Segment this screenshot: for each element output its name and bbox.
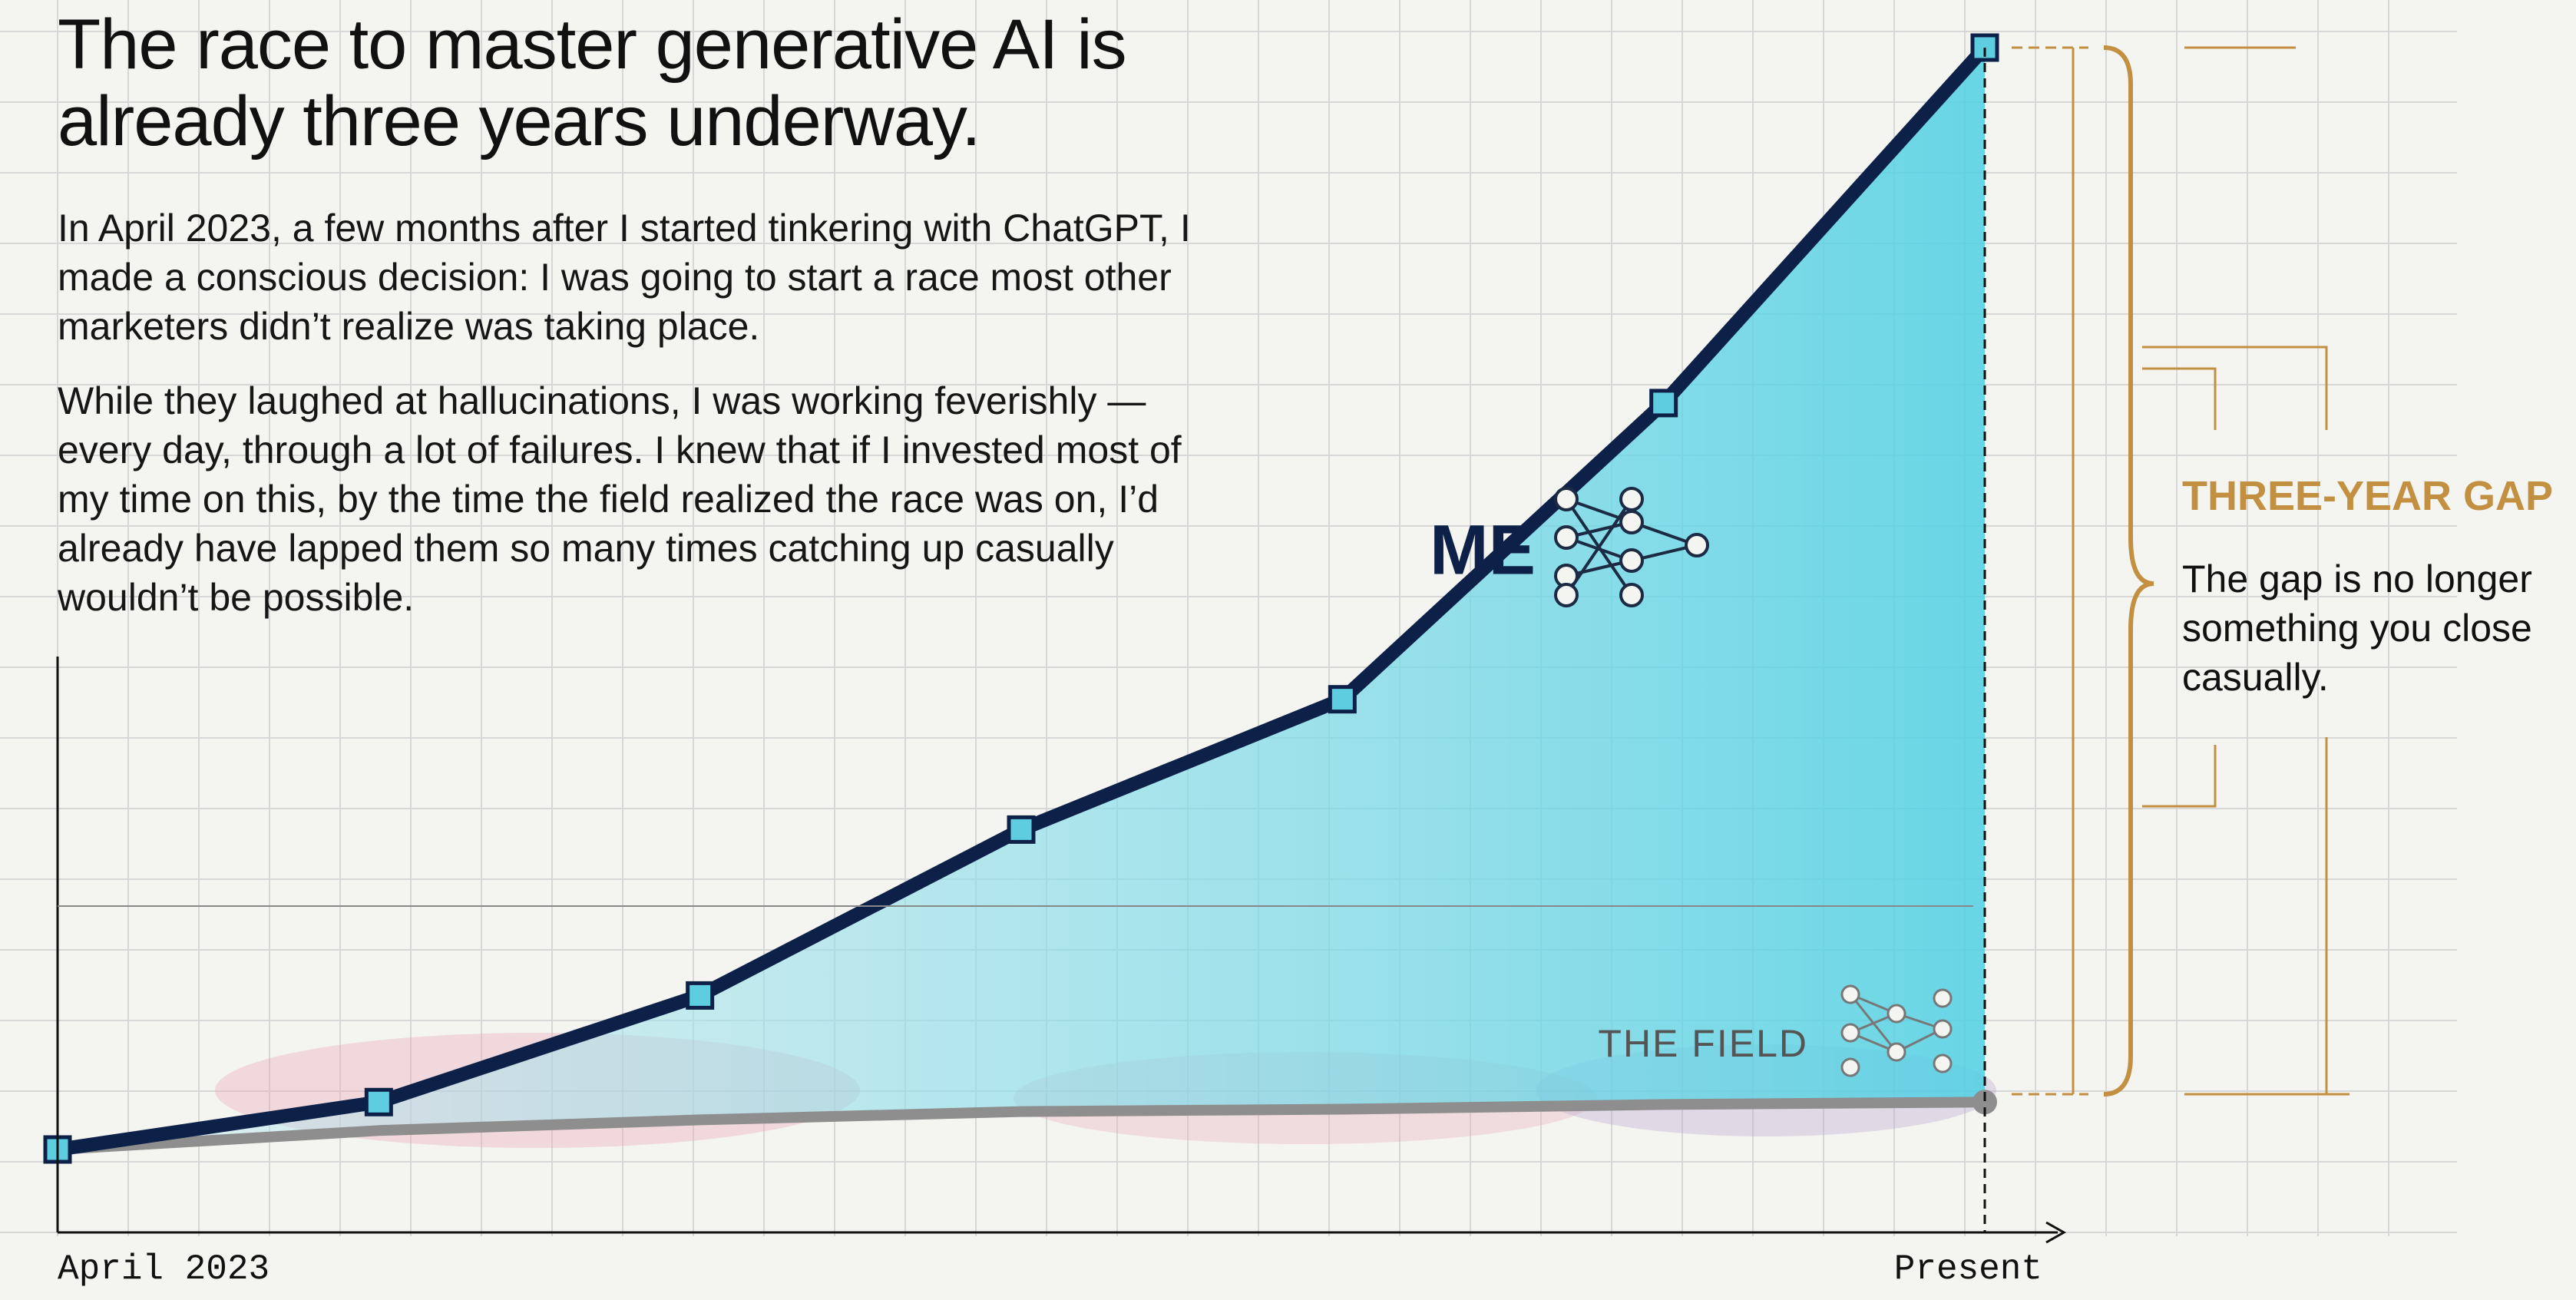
point-marker: [366, 1090, 391, 1114]
paragraph: While they laughed at hallucinations, I …: [58, 376, 1240, 622]
field-label: THE FIELD: [1598, 1022, 1808, 1065]
point-marker: [1330, 687, 1354, 712]
point-marker: [688, 983, 713, 1007]
title: The race to master generative AI is alre…: [58, 6, 1255, 160]
x-tick-label: Present: [1894, 1249, 2042, 1289]
gap-text: The gap is no longer something you close…: [2182, 554, 2543, 702]
gap-title: THREE-YEAR GAP: [2182, 472, 2553, 520]
point-marker: [1009, 817, 1033, 842]
x-tick-label: April 2023: [58, 1249, 270, 1289]
gap-brace: [2104, 48, 2154, 1094]
me-label: ME: [1430, 511, 1536, 589]
infographic: ME THE FIELD April 2023 Present The race …: [0, 0, 2576, 1300]
paragraph: In April 2023, a few months after I star…: [58, 203, 1240, 351]
point-marker: [1652, 391, 1676, 415]
